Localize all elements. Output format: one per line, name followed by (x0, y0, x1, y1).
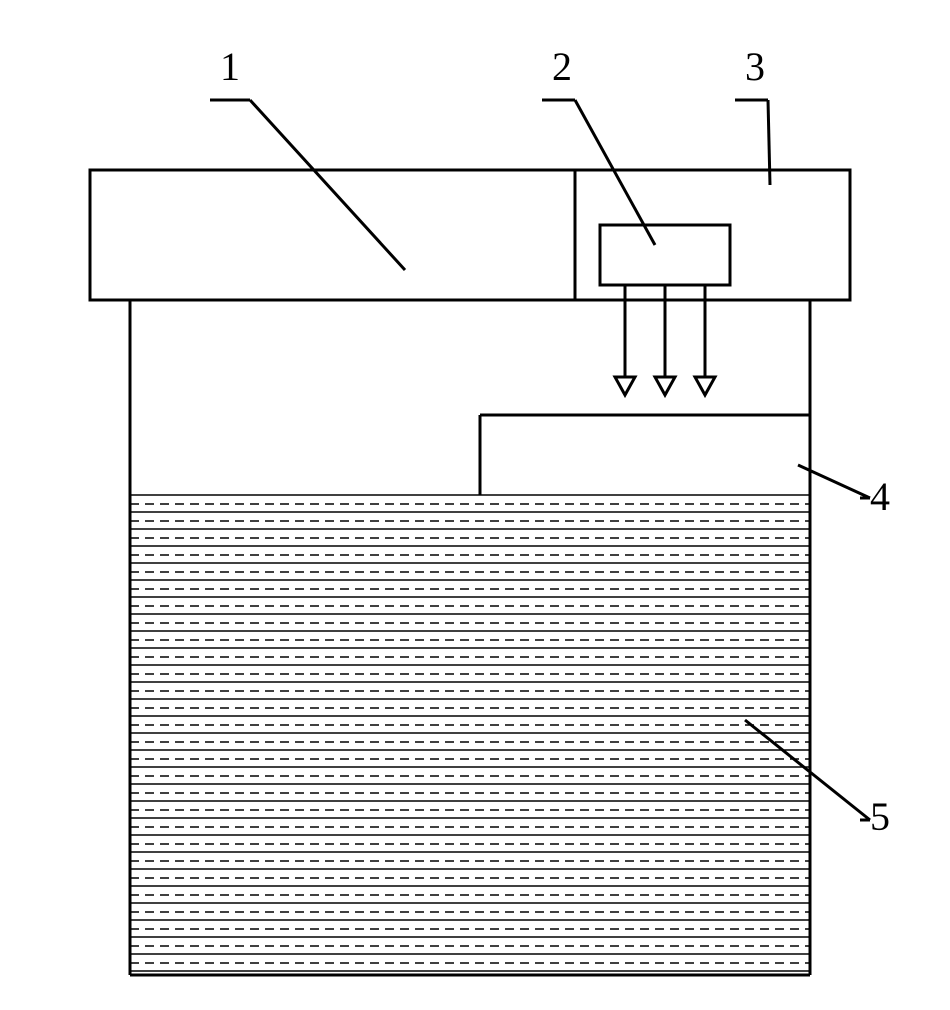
callout-label-4: 4 (870, 474, 890, 519)
callout-label-2: 2 (552, 44, 572, 89)
callout-label-1: 1 (220, 44, 240, 89)
callout-label-3: 3 (745, 44, 765, 89)
callout-label-5: 5 (870, 794, 890, 839)
